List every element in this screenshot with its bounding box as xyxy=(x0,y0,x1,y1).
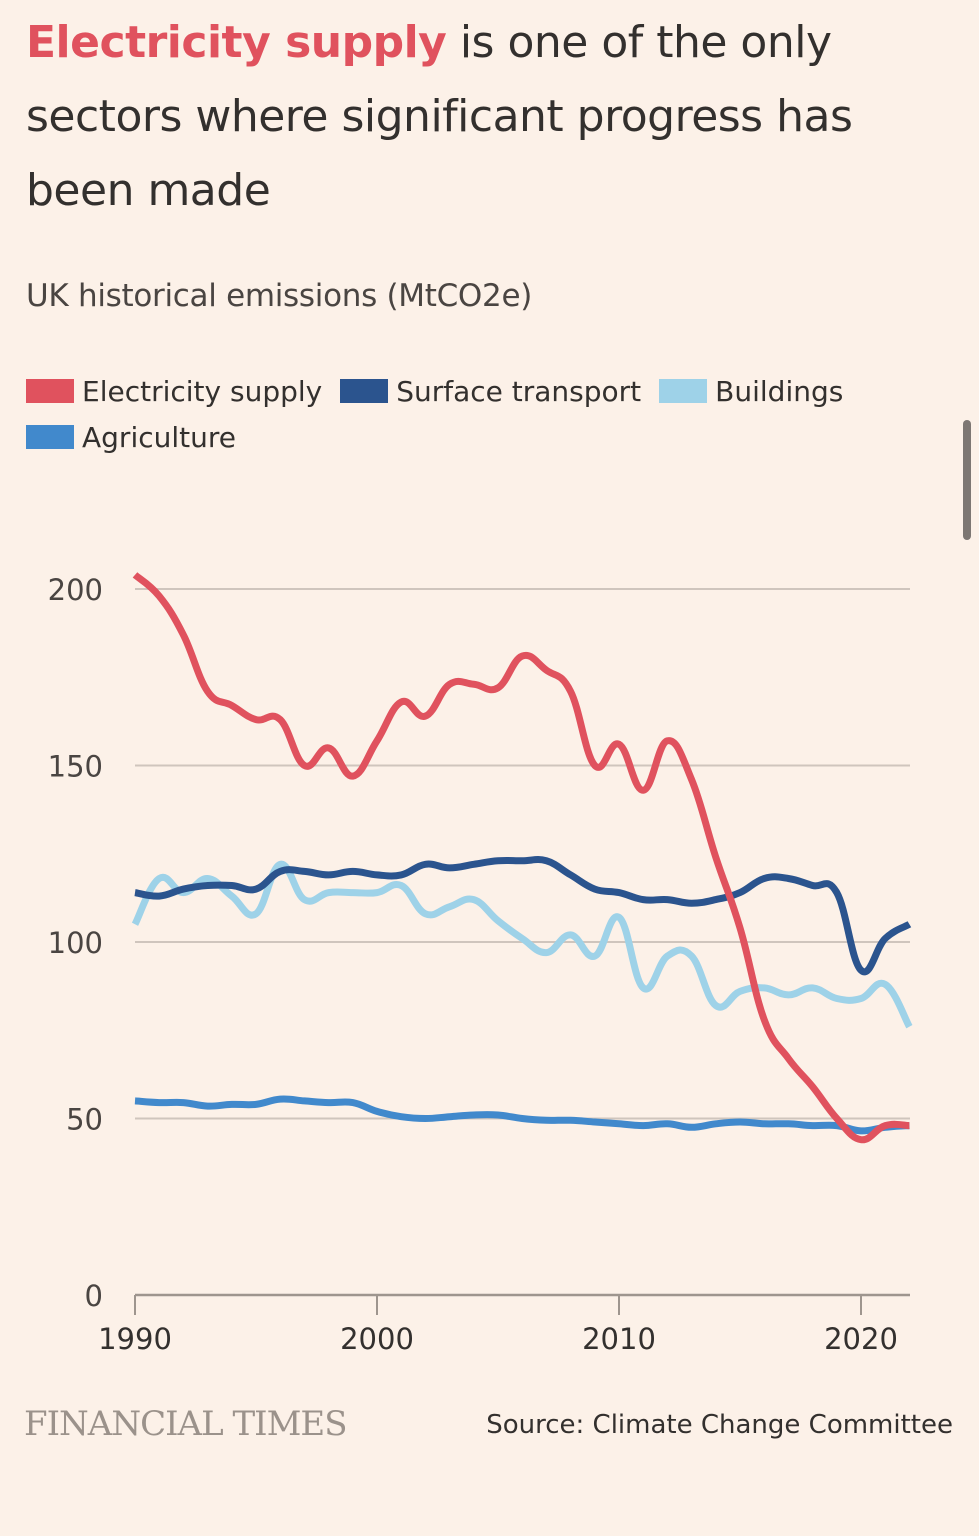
source-note: Source: Climate Change Committee xyxy=(486,1410,953,1440)
series-line-electricity-supply xyxy=(132,572,910,1144)
legend-item-surface-transport: Surface transport xyxy=(340,375,641,408)
legend-item-electricity-supply: Electricity supply xyxy=(26,375,322,408)
headline-highlight: Electricity supply xyxy=(26,17,447,68)
x-axis: 1990 2000 2010 2020 xyxy=(98,1293,910,1356)
legend-label: Electricity supply xyxy=(82,374,323,408)
line-chart: 0 50 100 150 200 1990 2000 2010 2020 xyxy=(48,572,913,1356)
headline-text: is one of the only sectors where signifi… xyxy=(26,17,853,216)
y-tick-label: 0 xyxy=(85,1279,103,1313)
series-line-surface-transport xyxy=(134,856,912,976)
series-lines xyxy=(131,572,913,1144)
gridlines xyxy=(135,588,910,1120)
legend-item-agriculture: Agriculture xyxy=(26,421,236,454)
x-tick-label: 2000 xyxy=(340,1322,414,1356)
legend-swatch-agriculture xyxy=(26,425,74,449)
legend-label: Buildings xyxy=(715,374,844,408)
legend-swatch-electricity-supply xyxy=(26,379,74,403)
legend-swatch-surface-transport xyxy=(340,379,389,403)
chart-legend: Electricity supply Surface transport Bui… xyxy=(26,368,946,460)
legend-item-buildings: Buildings xyxy=(659,375,843,408)
x-tick-label: 2010 xyxy=(582,1322,656,1356)
x-tick-label: 2020 xyxy=(824,1322,898,1356)
series-line-buildings xyxy=(131,860,913,1029)
legend-label: Surface transport xyxy=(396,374,642,408)
y-tick-label: 150 xyxy=(48,750,103,784)
series-line-agriculture xyxy=(134,1095,910,1135)
chart-headline: Electricity supply is one of the only se… xyxy=(26,6,946,228)
chart-subtitle: UK historical emissions (MtCO2e) xyxy=(26,278,533,314)
ft-logo: FINANCIAL TIMES xyxy=(24,1404,347,1444)
y-axis-ticks: 0 50 100 150 200 xyxy=(48,573,103,1313)
y-tick-label: 50 xyxy=(66,1103,103,1137)
y-tick-label: 100 xyxy=(48,926,103,960)
scrollbar[interactable] xyxy=(963,420,971,540)
y-tick-label: 200 xyxy=(48,573,103,607)
x-tick-label: 1990 xyxy=(98,1322,172,1356)
legend-label: Agriculture xyxy=(82,420,236,454)
legend-swatch-buildings xyxy=(659,379,708,403)
